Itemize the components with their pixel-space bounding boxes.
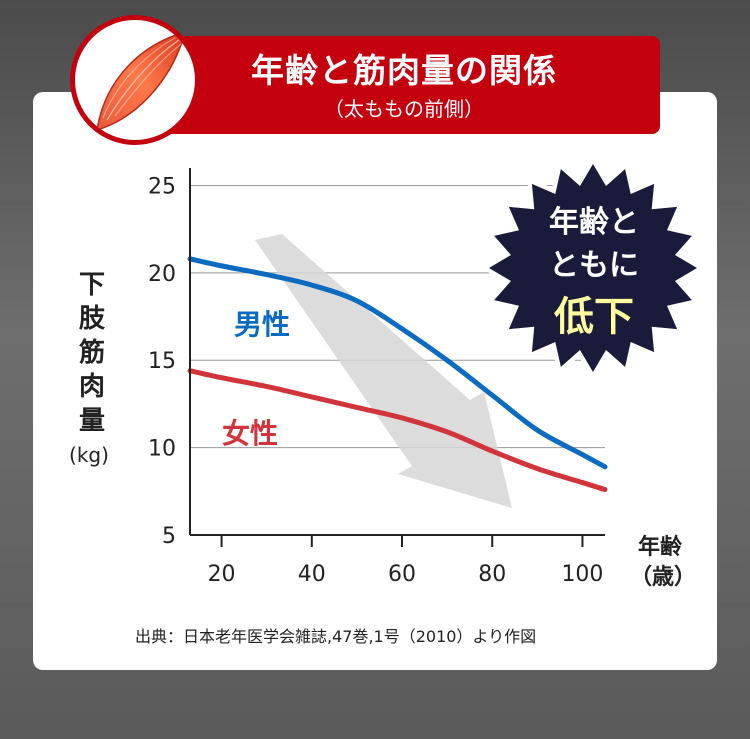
source-note: 出典：日本老年医学会雑誌,47巻,1号（2010）より作図 (135, 627, 537, 646)
y-axis-label-char: 筋 (78, 338, 105, 368)
series-line-male (187, 256, 608, 470)
series-line-female (187, 368, 608, 493)
muscle-badge (70, 15, 200, 145)
y-axis-label-char: 下 (78, 270, 105, 300)
starburst-line3: 低下 (554, 294, 634, 340)
y-tick-label: 10 (148, 437, 176, 462)
x-axis-label-line1: 年齢 (637, 535, 682, 560)
y-tick-label: 5 (162, 524, 176, 549)
y-axis-label-char: 量 (78, 406, 105, 436)
y-tick-label: 20 (148, 262, 176, 287)
x-axis-label-line2: （歳） (630, 565, 697, 590)
series-group (187, 256, 608, 493)
starburst-line2: ともに (549, 248, 639, 283)
x-axis-label: 年齢 （歳） (630, 533, 697, 593)
y-axis-label-char: 肢 (78, 304, 105, 334)
y-tick-label: 15 (148, 349, 176, 374)
title-banner (148, 36, 660, 134)
axes (189, 168, 605, 547)
series-label-male: 男性 (234, 308, 290, 341)
tick-labels: 5 10 15 20 25 20 40 60 80 100 (148, 174, 603, 587)
chart-title: 年齢と筋肉量の関係 (251, 51, 557, 90)
y-axis-label-char: 肉 (78, 372, 105, 402)
starburst-line1: 年齢と (549, 205, 639, 240)
chart-subtitle: （太ももの前側） (324, 97, 484, 121)
x-tick-label: 60 (388, 562, 416, 587)
x-tick-label: 80 (478, 562, 506, 587)
x-tick-label: 40 (298, 562, 326, 587)
y-tick-label: 25 (148, 174, 176, 199)
y-axis-unit: (kg) (69, 443, 109, 467)
starburst-badge: 年齢と ともに 低下 (481, 156, 705, 380)
series-label-female: 女性 (222, 417, 278, 450)
x-tick-label: 20 (208, 562, 236, 587)
y-axis-label: 下 肢 筋 肉 量 (kg) (69, 268, 112, 472)
x-tick-label: 100 (561, 562, 603, 587)
trend-arrow (255, 234, 512, 508)
